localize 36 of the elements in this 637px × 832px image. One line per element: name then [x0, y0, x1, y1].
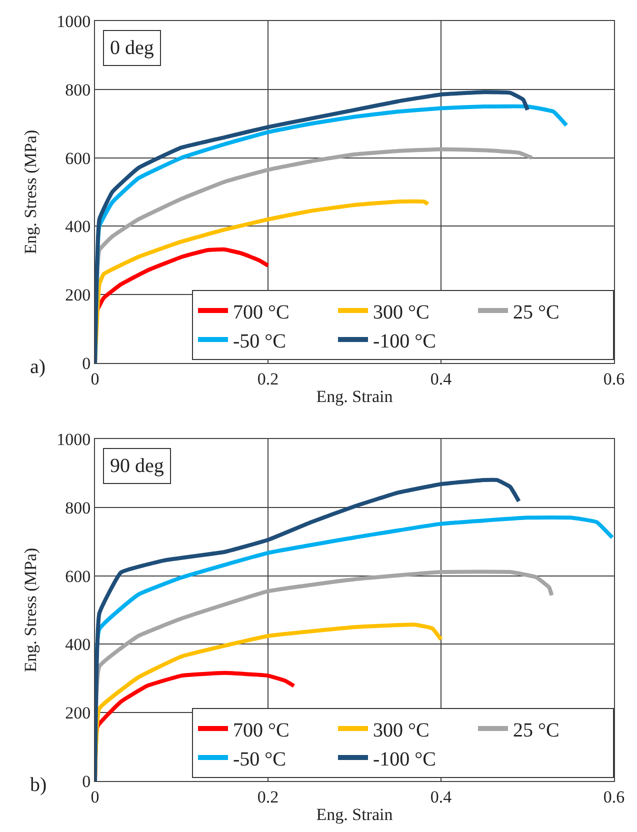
y-tick-label: 1000	[56, 430, 91, 449]
legend-label: -50 °C	[233, 330, 286, 352]
y-tick-label: 800	[65, 80, 91, 100]
y-tick-label: 400	[65, 217, 91, 236]
x-tick-label: 0.4	[430, 787, 452, 806]
x-tick-label: 0.2	[257, 787, 279, 806]
x-tick-label: 0.2	[257, 369, 279, 388]
y-tick-label: 200	[65, 286, 91, 305]
text: a)	[30, 356, 46, 378]
text: b)	[30, 774, 47, 796]
legend-label: -100 °C	[373, 748, 436, 770]
legend-label: 300 °C	[373, 719, 430, 742]
y-tick-label: 600	[65, 566, 91, 586]
y-tick-label: 0	[82, 772, 91, 791]
y-tick-label: 800	[65, 498, 91, 518]
legend-label: -100 °C	[373, 330, 436, 352]
legend-label: 700 °C	[233, 719, 290, 742]
y-tick-label: 400	[65, 635, 91, 654]
legend-label: 700 °C	[233, 301, 290, 324]
legend-label: 25 °C	[513, 301, 560, 324]
y-axis-title: Eng. Stress (MPa)	[21, 548, 40, 672]
y-tick-label: 200	[65, 704, 91, 723]
legend-label: 300 °C	[373, 301, 430, 324]
x-tick-label: 0.4	[430, 369, 452, 388]
y-tick-label: 600	[65, 148, 91, 168]
y-axis-title: Eng. Stress (MPa)	[21, 130, 40, 254]
annotation: 90 deg	[110, 455, 164, 477]
y-tick-label: 0	[82, 354, 91, 373]
annotation: 0 deg	[110, 37, 154, 59]
x-tick-label: 0.6	[603, 787, 625, 806]
x-axis-title: Eng. Strain	[316, 386, 394, 406]
x-axis-title: Eng. Strain	[316, 804, 394, 824]
legend-label: 25 °C	[513, 719, 560, 742]
legend-label: -50 °C	[233, 748, 286, 770]
y-tick-label: 1000	[56, 12, 91, 31]
x-tick-label: 0.6	[603, 369, 625, 388]
